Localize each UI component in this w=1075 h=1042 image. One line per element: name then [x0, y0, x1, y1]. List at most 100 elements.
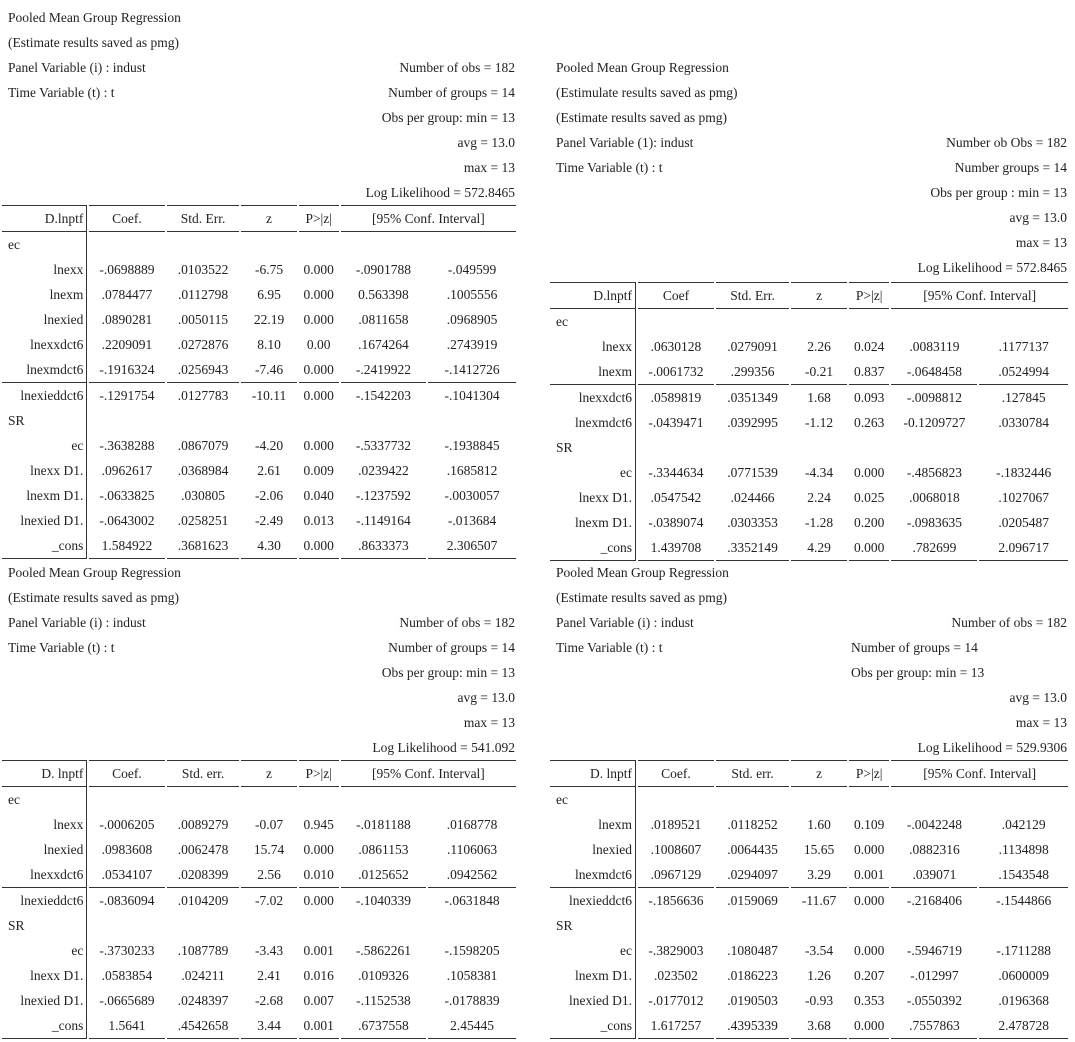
ci-upper-cell: -.013684: [447, 513, 497, 528]
std-err-cell: .299356: [715, 359, 790, 385]
coefficient-table: D. lnptf Coef. Std. err. z P>|z| [95% Conf. I…: [548, 760, 1070, 1039]
coef-cell: .023502: [654, 968, 698, 983]
section-label: ec: [550, 309, 637, 334]
column-header-coef: Coef.: [89, 205, 165, 232]
coefficient-table: D.lnptf Coef. Std. Err. z P>|z| [95% Conf. In…: [0, 205, 518, 559]
table-row: lnexieddct6 -.0836094 .0104209 -7.02 0.000 -.…: [2, 888, 516, 913]
ci-lower-cell: .0125652: [340, 862, 427, 888]
ci-lower-cell: -.2419922: [340, 357, 427, 383]
variable-label: lnexied: [2, 307, 88, 332]
std-err-cell: .030805: [181, 488, 225, 503]
header-line: max = 13: [0, 155, 518, 180]
column-header-z: z: [791, 282, 847, 309]
ci-lower-cell: .0083119: [909, 339, 960, 354]
header-right-text: Number of groups = 14: [388, 85, 515, 100]
coef-cell: .0534107: [89, 862, 165, 888]
std-err-cell: .0104209: [177, 893, 229, 908]
header-left-text: Pooled Mean Group Regression: [8, 565, 181, 580]
variable-label: lnexx D1.: [2, 458, 88, 483]
column-header-p-value: P>|z|: [848, 760, 890, 787]
z-cell: [241, 232, 296, 257]
header-right-text: Log Likelihood = 529.9306: [917, 740, 1067, 755]
section-label: SR: [550, 913, 637, 938]
header-right-text: Number ob Obs = 182: [946, 135, 1067, 150]
coef-cell: 1.5641: [89, 1013, 165, 1039]
coef-cell: 1.439708: [638, 535, 714, 561]
coef-cell: .0967129: [638, 862, 714, 888]
z-cell: 2.24: [807, 490, 831, 505]
ci-lower-cell: -.1542203: [355, 388, 411, 403]
coef-cell: 1.584922: [89, 533, 165, 559]
variable-label: lnexmdct6: [550, 862, 637, 888]
std-err-cell: .0258251: [177, 513, 229, 528]
coef-cell: -.0665689: [99, 993, 155, 1008]
p-value-cell: 0.040: [303, 488, 334, 503]
coef-cell: .0189521: [650, 817, 702, 832]
coef-cell: -.3344634: [648, 465, 704, 480]
table-row: lnexieddct6 -.1856636 .0159069 -11.67 0.000 -…: [550, 888, 1068, 913]
header-right-text: Log Likelihood = 572.8465: [365, 185, 515, 200]
std-err-cell: [167, 913, 240, 938]
section-label: ec: [550, 787, 637, 812]
section-label: SR: [550, 435, 637, 460]
section-label: ec: [2, 232, 88, 257]
ci-upper-cell: -.0631848: [444, 893, 500, 908]
p-value-cell: 0.200: [853, 515, 885, 530]
header-line: Obs per group: min = 13: [0, 105, 518, 130]
table-row: lnexx .0630128 .0279091 2.26 0.024 .0083119 .1…: [550, 334, 1068, 359]
variable-label: lnexied: [550, 837, 637, 862]
std-err-cell: .0351349: [727, 390, 778, 405]
header-line: Time Variable (t) : t Number of groups = …: [0, 80, 518, 105]
column-header-depvar: D.lnptf: [550, 282, 637, 309]
header-mid-text: Number of groups = 14: [851, 640, 978, 655]
header-left-text: Time Variable (t) : t: [8, 85, 115, 100]
coef-cell: [638, 913, 714, 938]
ci-lower-cell: -.0550392: [906, 993, 962, 1008]
table-row: ec -.3730233 .1087789 -3.43 0.001 -.5862261 -.…: [2, 938, 516, 963]
table-row: lnexm .0784477 .0112798 6.95 0.000 0.563398 .1…: [2, 282, 516, 307]
ci-lower-cell: [891, 913, 977, 938]
std-err-cell: .4395339: [715, 1013, 790, 1039]
ci-lower-cell: [891, 787, 977, 812]
coef-cell: .0983608: [101, 842, 153, 857]
table-row: lnexm D1. .023502 .0186223 1.26 0.207 -.01299…: [550, 963, 1068, 988]
std-err-cell: .024211: [181, 968, 225, 983]
p-value-cell: 0.00: [306, 337, 331, 352]
table-row: lnexm .0189521 .0118252 1.60 0.109 -.0042248.…: [550, 812, 1068, 837]
header-line: Time Variable (t) : t Number of groups = …: [0, 635, 518, 660]
ci-upper-cell: [979, 787, 1068, 812]
z-cell: -6.75: [254, 262, 284, 277]
std-err-cell: .0159069: [727, 893, 778, 908]
column-header-p-value: P>|z|: [848, 282, 890, 309]
std-err-cell: .0103522: [177, 262, 229, 277]
ci-lower-cell: -.0042248: [906, 817, 962, 832]
regression-header: Pooled Mean Group Regression (Estimate re…: [0, 5, 518, 205]
ci-upper-cell: .0196368: [998, 993, 1050, 1008]
p-value-cell: 0.024: [853, 339, 885, 354]
std-err-cell: .4542658: [166, 1013, 240, 1039]
p-value-cell: [299, 787, 339, 812]
variable-label: lnexx: [2, 812, 88, 837]
ci-lower-cell: -.2168406: [906, 893, 962, 908]
header-left-text: Time Variable (t) : t: [8, 640, 115, 655]
header-line: Pooled Mean Group Regression: [548, 55, 1070, 80]
ci-upper-cell: .127845: [1001, 390, 1046, 405]
header-line: Time Variable (t) : t Number groups = 14: [548, 155, 1070, 180]
ci-lower-cell: -.1040339: [355, 893, 411, 908]
header-right-text: Number groups = 14: [954, 160, 1067, 175]
column-header-coef: Coef.: [89, 760, 165, 787]
z-cell: -4.20: [254, 438, 284, 453]
ci-upper-cell: .1543548: [979, 862, 1068, 888]
ci-upper-cell: .2743919: [446, 337, 498, 352]
ci-upper-cell: -.1832446: [996, 465, 1052, 480]
header-left-text: (Estimate results saved as pmg): [556, 110, 727, 125]
p-value-cell: 0.000: [303, 388, 334, 403]
ci-upper-cell: 2.478728: [979, 1013, 1068, 1039]
header-right-text: Number of obs = 182: [399, 60, 515, 75]
z-cell: -3.43: [254, 943, 284, 958]
header-line: Panel Variable (i) : indust Number of obs…: [0, 610, 518, 635]
variable-label: lnexieddct6: [2, 383, 88, 408]
section-row: SR: [2, 408, 516, 433]
header-line: max = 13: [548, 710, 1070, 735]
z-cell: [791, 913, 847, 938]
